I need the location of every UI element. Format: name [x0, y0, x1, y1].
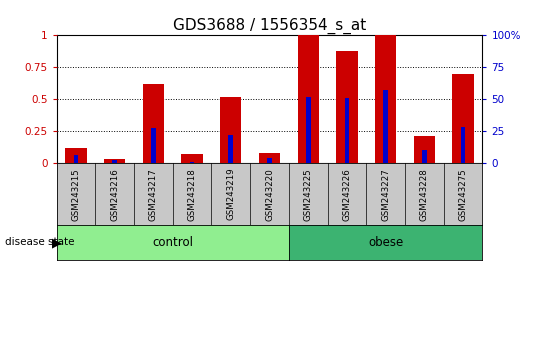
Text: GSM243227: GSM243227 [381, 168, 390, 221]
Text: GSM243216: GSM243216 [110, 168, 119, 221]
Bar [298, 35, 319, 163]
Bar [74, 155, 78, 163]
Bar [104, 159, 125, 163]
Bar [344, 98, 349, 163]
Text: ▶: ▶ [52, 237, 61, 250]
Text: GSM243275: GSM243275 [459, 168, 467, 221]
Text: GSM243215: GSM243215 [72, 168, 80, 221]
Bar [151, 129, 156, 163]
Bar [336, 51, 357, 163]
Bar [267, 158, 272, 163]
Bar [65, 148, 87, 163]
Bar [259, 153, 280, 163]
Bar [375, 35, 396, 163]
Bar [143, 84, 164, 163]
Text: GSM243225: GSM243225 [303, 168, 313, 221]
Text: GSM243218: GSM243218 [188, 168, 197, 221]
Text: GSM243220: GSM243220 [265, 168, 274, 221]
Bar [182, 154, 203, 163]
Bar [452, 74, 474, 163]
Text: GSM243219: GSM243219 [226, 168, 236, 221]
Title: GDS3688 / 1556354_s_at: GDS3688 / 1556354_s_at [173, 18, 366, 34]
Bar [112, 160, 117, 163]
Text: GSM243217: GSM243217 [149, 168, 158, 221]
Bar [422, 150, 427, 163]
Text: control: control [152, 236, 193, 249]
Bar [306, 97, 310, 163]
Text: GSM243228: GSM243228 [420, 168, 429, 221]
Text: GSM243226: GSM243226 [342, 168, 351, 221]
Bar [414, 136, 435, 163]
Bar [229, 135, 233, 163]
Bar [190, 161, 195, 163]
Bar [383, 90, 388, 163]
Text: disease state: disease state [5, 238, 75, 247]
Bar [461, 127, 465, 163]
Bar [220, 97, 241, 163]
Text: obese: obese [368, 236, 403, 249]
